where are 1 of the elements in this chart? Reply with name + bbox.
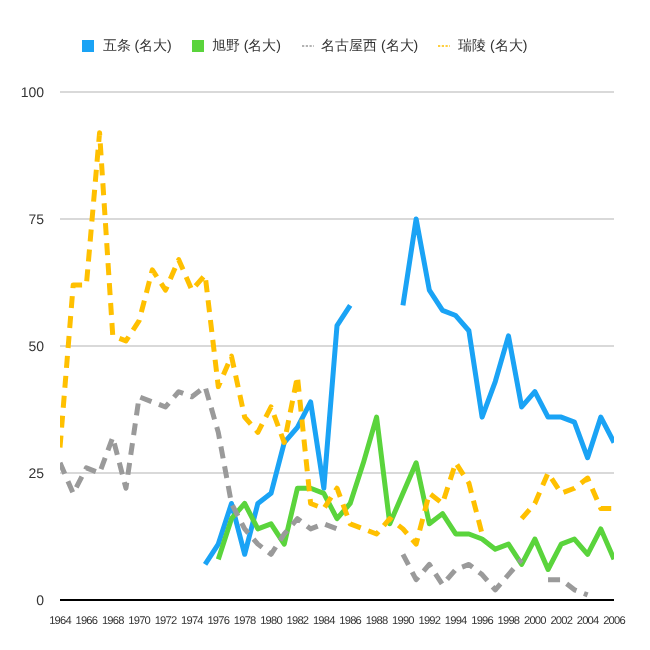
line-series (215, 414, 614, 573)
